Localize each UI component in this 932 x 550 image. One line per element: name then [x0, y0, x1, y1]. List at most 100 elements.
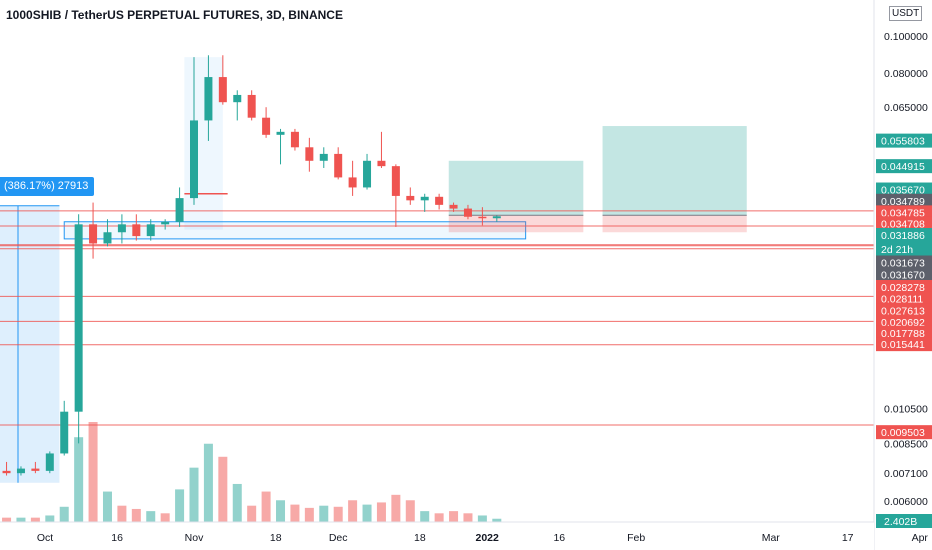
volume-bar-23: [319, 505, 329, 522]
candle-body-16: [218, 77, 227, 103]
price-tag-5: [876, 216, 932, 231]
volume-bar-33: [463, 513, 473, 522]
price-tag-6: [876, 227, 932, 256]
candle-body-24: [334, 153, 343, 178]
volume-bar-26: [362, 504, 372, 522]
price-tick-label-1: 0.080000: [884, 68, 928, 80]
candle-body-29: [406, 195, 415, 201]
time-tick-label-2: Nov: [185, 532, 204, 544]
price-tag-label-5: 0.034708: [881, 218, 925, 230]
price-tag-label-14: 0.015441: [881, 339, 925, 351]
price-tag-label-0: 0.055803: [881, 136, 925, 148]
candle-body-3: [31, 468, 40, 471]
time-tick-label-7: 16: [553, 532, 565, 544]
long-position-loss-2: [602, 215, 747, 233]
volume-bar-10: [131, 508, 141, 522]
volume-bar-8: [102, 491, 112, 522]
price-tag-15: [876, 425, 932, 440]
time-tick-label-5: 18: [414, 532, 426, 544]
price-tag-label-3: 0.034789: [881, 196, 925, 208]
price-tag-label-7: 0.031673: [881, 258, 925, 270]
price-tag-10: [876, 291, 932, 306]
price-tag-4: [876, 205, 932, 220]
time-tick-label-8: Feb: [627, 532, 645, 544]
candle-body-30: [420, 196, 429, 201]
price-tag-13: [876, 325, 932, 340]
volume-tag-label: 2.402B: [884, 516, 917, 528]
candle-body-31: [435, 196, 444, 205]
candle-body-7: [89, 224, 98, 244]
price-tag-14: [876, 337, 932, 352]
candle-body-27: [377, 160, 386, 167]
candle-body-17: [233, 94, 242, 103]
volume-bar-5: [59, 506, 69, 522]
volume-bar-7: [88, 422, 98, 522]
candle-body-8: [103, 232, 112, 244]
candle-body-35: [492, 216, 501, 219]
candle-body-22: [305, 147, 314, 161]
candle-body-11: [146, 224, 155, 237]
price-tag-label-2: 0.035670: [881, 185, 925, 197]
price-tag-label-11: 0.027613: [881, 305, 925, 317]
measure-label: (386.17%) 27913: [0, 177, 95, 196]
long-position-profit-1: [448, 160, 584, 216]
price-tag-1: [876, 159, 932, 174]
volume-bar-4: [45, 515, 55, 522]
price-tag-label-10: 0.028111: [881, 294, 923, 306]
price-tag-countdown: 2d 21h: [881, 244, 913, 256]
volume-bar-35: [492, 518, 502, 522]
price-tag-label-6: 0.031886: [881, 230, 925, 242]
volume-bar-25: [348, 500, 358, 522]
volume-bar-3: [30, 517, 40, 522]
volume-bar-14: [189, 467, 199, 522]
price-tag-0: [876, 133, 932, 148]
volume-bar-2: [16, 517, 26, 522]
price-tag-label-8: 0.031670: [881, 270, 925, 282]
candle-body-12: [161, 221, 170, 225]
price-tag-8: [876, 267, 932, 282]
candle-body-2: [16, 468, 25, 474]
time-axis-bg: [0, 522, 874, 550]
candle-body-28: [391, 166, 400, 196]
time-tick-label-0: Oct: [37, 532, 53, 544]
currency-unit-label[interactable]: USDT: [889, 6, 923, 21]
price-tag-2: [876, 182, 932, 197]
time-tick-label-6: 2022: [476, 532, 500, 544]
candle-body-26: [363, 160, 372, 188]
volume-bar-19: [261, 491, 271, 522]
price-tick-label-3: 0.010500: [884, 404, 928, 416]
volume-bar-22: [304, 507, 314, 522]
time-tick-label-4: Dec: [329, 532, 348, 544]
long-position-loss-1: [448, 215, 584, 233]
price-tag-label-9: 0.028278: [881, 282, 925, 294]
candle-body-34: [478, 216, 487, 219]
price-tag-9: [876, 280, 932, 295]
volume-bar-32: [449, 511, 459, 522]
volume-bar-27: [376, 502, 386, 522]
time-tick-label-1: 16: [111, 532, 123, 544]
volume-bar-16: [218, 456, 228, 522]
price-tick-label-5: 0.007100: [884, 468, 928, 480]
price-tag-label-13: 0.017788: [881, 328, 925, 340]
price-tick-label-0: 0.100000: [884, 31, 928, 43]
volume-bar-18: [247, 505, 257, 522]
price-tag-3: [876, 193, 932, 208]
candle-body-21: [290, 131, 299, 148]
candle-body-13: [175, 198, 184, 222]
time-tick-label-11: Apr: [912, 532, 929, 544]
candle-body-5: [60, 411, 69, 454]
price-tag-label-15: 0.009503: [881, 427, 925, 439]
candle-body-19: [262, 117, 271, 135]
candle-body-1: [2, 470, 11, 474]
volume-bar-24: [333, 506, 343, 522]
volume-bar-13: [175, 489, 185, 522]
candle-body-23: [319, 153, 328, 161]
time-tick-label-3: 18: [270, 532, 282, 544]
volume-bar-9: [117, 505, 127, 522]
volume-bar-29: [405, 500, 415, 522]
price-tick-label-4: 0.008500: [884, 438, 928, 450]
candle-body-4: [45, 453, 54, 471]
candle-body-20: [276, 131, 285, 135]
price-tag-12: [876, 315, 932, 330]
